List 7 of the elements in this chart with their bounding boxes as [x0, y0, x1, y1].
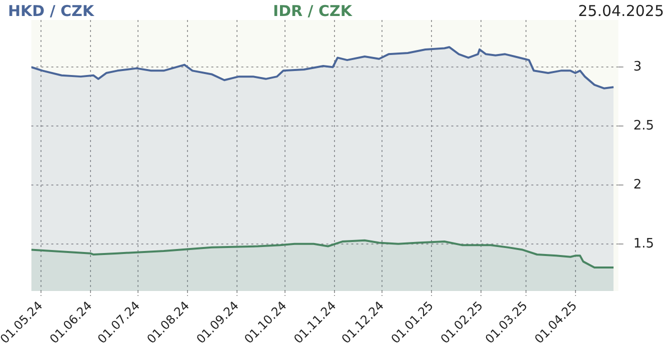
y-tick-label: 3: [633, 60, 642, 75]
y-tick-label: 2.5: [633, 118, 654, 134]
text: IDR / CZK: [273, 2, 352, 20]
y-tick-label: 2: [633, 177, 642, 192]
text: HKD / CZK: [8, 2, 94, 20]
chart-title: 25.04.2025: [578, 2, 664, 20]
y-tick-label: 1.5: [633, 236, 654, 252]
